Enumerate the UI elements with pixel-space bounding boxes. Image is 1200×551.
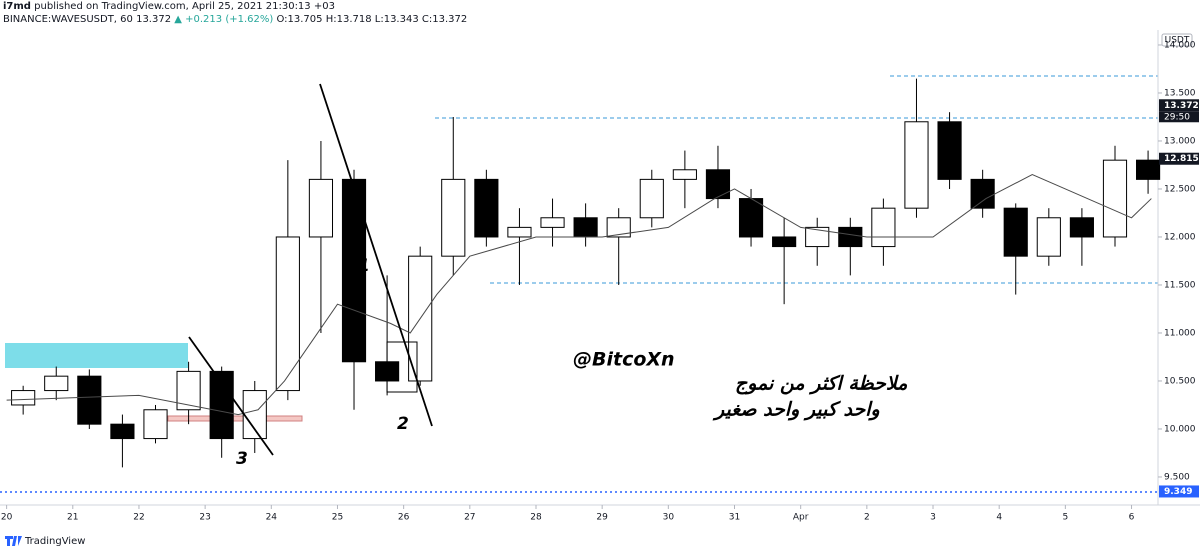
x-tick-label: 6 [1129,513,1135,523]
candle-body [904,121,929,209]
x-tick-label: 30 [663,513,675,523]
candle-body [507,226,532,238]
y-tick-label: 10.000 [1164,424,1196,434]
candle-body [11,390,36,406]
candle-body [772,236,797,248]
wave-label: 3 [236,449,248,469]
x-tick-label: 21 [67,513,78,523]
footer: TradingView [5,536,85,547]
x-tick-label: 29 [596,513,608,523]
candle-body [838,226,863,248]
candle-body [441,178,466,257]
header: i7md published on TradingView.com, April… [3,0,467,26]
countdown-box [1159,111,1199,123]
wave-label: 2 [397,414,409,434]
candle-body [1003,207,1028,257]
x-tick-label: 23 [199,513,210,523]
price-label: 13.372 [1164,101,1199,111]
candle-body [308,178,334,238]
x-tick-label: 27 [464,513,475,523]
brand: TradingView [24,536,85,547]
price-label-box [1159,99,1199,112]
currency-box [1161,33,1193,47]
candle-body [242,390,267,440]
candle-body [738,198,764,238]
countdown: 29:50 [1164,112,1190,122]
note: ملاحظة اكثر من نموج [735,373,908,395]
candle-body [143,409,168,440]
author: i7md [3,1,31,12]
candle-body [275,236,300,392]
price-label: 12.815 [1164,154,1199,164]
y-tick-label: 13.000 [1164,136,1196,146]
candle-body [474,178,499,238]
x-tick-label: 22 [133,513,144,523]
x-tick-label: 24 [266,513,278,523]
zone-pink [167,415,303,422]
candle-body [1069,217,1094,238]
y-tick-label: 9.500 [1164,472,1190,482]
symbol: BINANCE:WAVESUSDT, 60 [3,14,133,25]
candle-body [805,226,830,248]
candle-body [209,370,234,440]
candle-body [77,375,102,425]
candles [6,78,1161,468]
candle-body [1135,159,1161,180]
published: published on TradingView.com, April 25, … [34,1,335,12]
trend-line [188,336,274,456]
candle-body [1102,159,1128,238]
x-tick-label: 26 [398,513,410,523]
moving-average [6,174,1152,416]
ohlc: O:13.705 H:13.718 L:13.343 C:13.372 [276,14,468,25]
y-tick-label: 13.500 [1164,88,1196,98]
price-label-box [1159,485,1199,498]
last-price: 13.372 [136,14,172,25]
x-tick-label: 31 [729,513,740,523]
candle-body [937,121,962,180]
y-tick-label: 12.000 [1164,232,1196,242]
candle-body [540,217,565,228]
candle-body [606,217,631,238]
x-tick-label: 20 [1,513,13,523]
y-tick-label: 10.500 [1164,376,1196,386]
candle-body [341,178,367,363]
candle-body [639,178,664,219]
y-tick-label: 12.500 [1164,184,1196,194]
x-tick-label: 2 [864,513,870,523]
candle-body [871,207,896,248]
candle-body [573,217,598,238]
y-tick-label: 14.000 [1164,40,1196,50]
candle-body [176,370,201,411]
candle-body [1036,217,1061,257]
x-tick-label: 3 [930,513,936,523]
change: ▲ +0.213 (+1.62%) [174,14,274,25]
price-label: 9.349 [1164,487,1192,497]
x-tick-label: Apr [793,513,809,523]
logo [5,536,22,546]
candle-body [705,169,731,200]
candle-body [110,423,135,440]
candle-body [44,375,69,392]
trend-line [319,83,433,427]
candle-body [970,178,995,209]
y-tick-label: 11.000 [1164,328,1196,338]
x-tick-label: 5 [1062,513,1068,523]
box [386,341,418,393]
currency: USDT [1165,36,1190,46]
handle: @BitcoXn [573,349,675,371]
y-tick-label: 11.500 [1164,280,1196,290]
x-tick-label: 4 [996,513,1002,523]
price-label-box [1159,152,1199,165]
x-tick-label: 28 [530,513,542,523]
candle-body [672,169,697,180]
note: واحد كبير واحد صغير [712,399,880,421]
x-tick-label: 25 [332,513,343,523]
zone-cyan [5,343,188,368]
wave-label: 1 [358,256,370,276]
